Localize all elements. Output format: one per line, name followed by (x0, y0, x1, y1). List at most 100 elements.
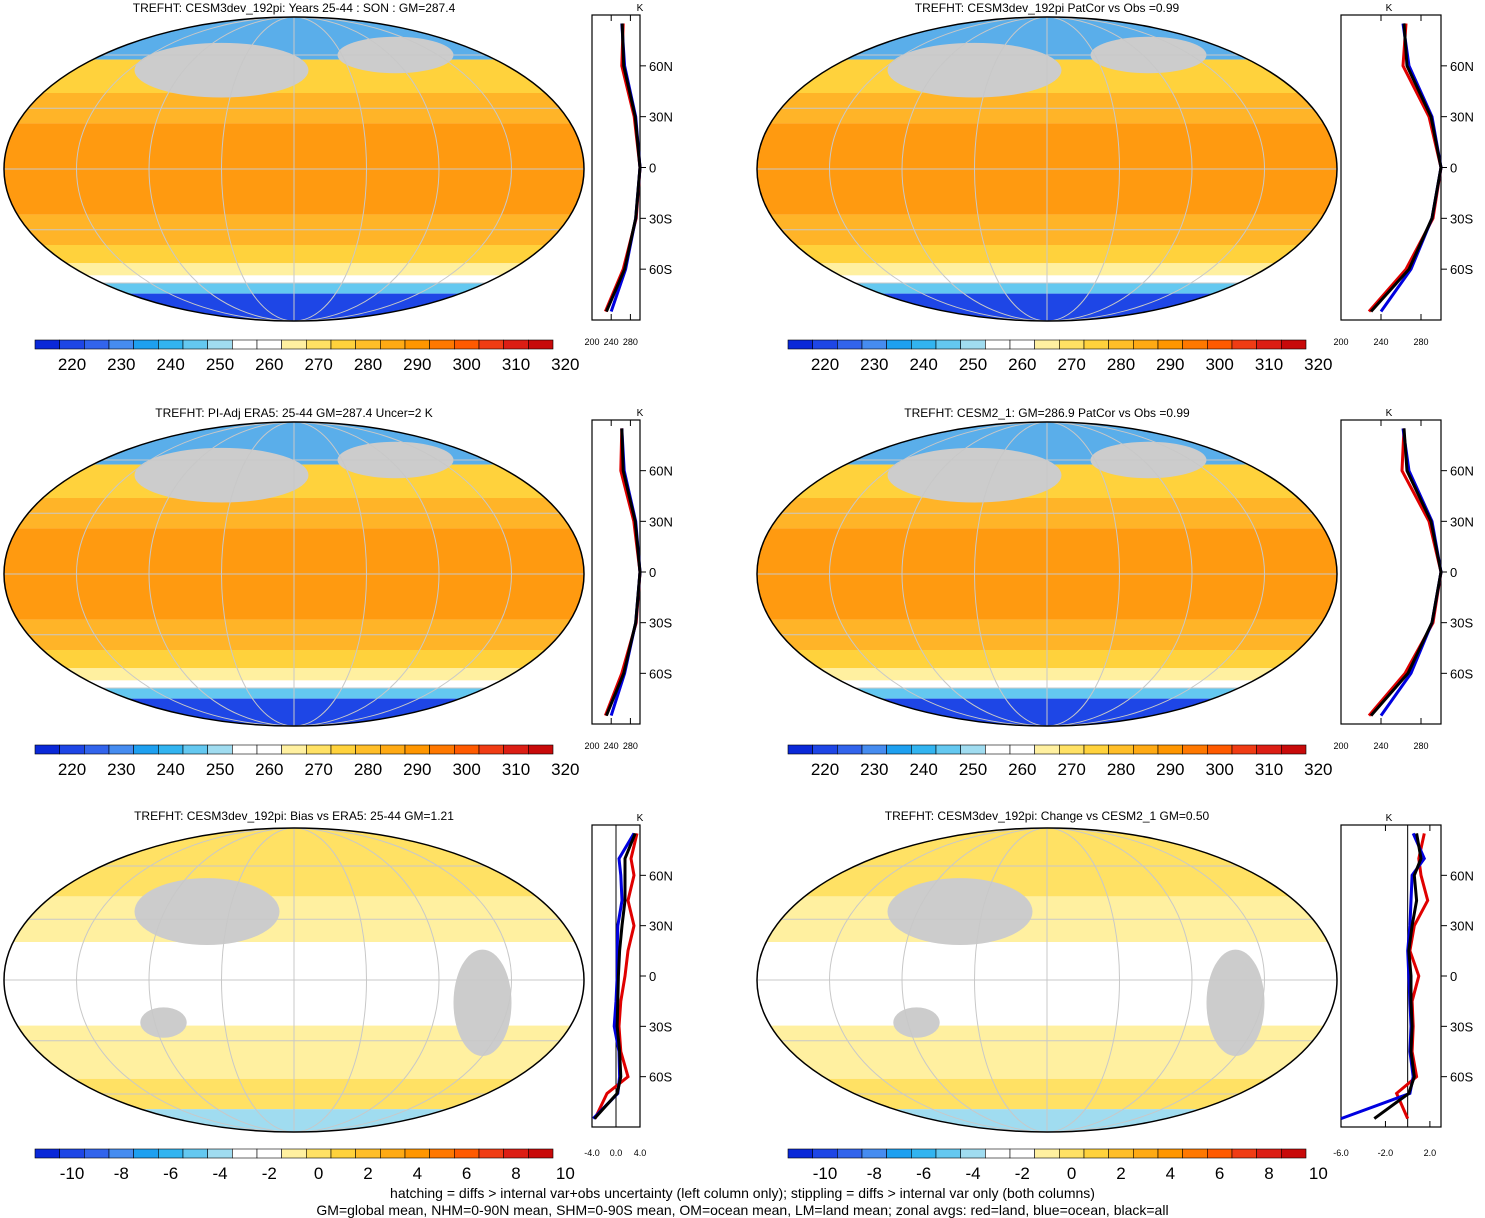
colorbar-label: 270 (304, 355, 332, 374)
x-tick-label: 280 (623, 741, 638, 751)
colorbar-swatch (960, 1148, 986, 1159)
colorbar-swatch (256, 1148, 282, 1159)
lat-tick-label: 30N (1450, 110, 1474, 125)
colorbar-swatch (812, 744, 838, 755)
series-all (1369, 23, 1443, 313)
x-tick-label: 280 (1413, 337, 1428, 347)
land-mass (140, 1007, 187, 1038)
series-ocean (1379, 428, 1443, 717)
colorbar-label: 220 (811, 355, 839, 374)
profile-frame (1340, 824, 1442, 1128)
colorbar-swatch (59, 1148, 85, 1159)
map-border (3, 16, 585, 322)
profile-unit: K (637, 3, 644, 14)
colorbar-label: 4 (413, 1164, 422, 1183)
land-mass (887, 447, 1062, 503)
colorbar-swatch (34, 1148, 60, 1159)
colorbar-label: -2 (262, 1164, 277, 1183)
colorbar-swatch (985, 744, 1011, 755)
colorbar-swatch (330, 1148, 356, 1159)
colorbar-label: 0 (314, 1164, 323, 1183)
colorbar-label: 8 (1264, 1164, 1273, 1183)
colorbar: 220 230 240 250 260 270 280 290 300 310 320 (34, 339, 580, 374)
lat-tick-label: 60N (1450, 464, 1474, 479)
colorbar-swatch (528, 339, 554, 350)
footer-line-1: hatching = diffs > internal var+obs unce… (390, 1185, 1095, 1201)
colorbar-swatch (108, 339, 134, 350)
x-tick-label: 4.0 (634, 1148, 647, 1158)
colorbar-swatch (1083, 339, 1109, 350)
colorbar-swatch (454, 744, 480, 755)
profile-unit: K (637, 408, 644, 419)
map (757, 17, 1337, 321)
colorbar-swatch (1207, 1148, 1233, 1159)
colorbar-swatch (404, 339, 430, 350)
colorbar-swatch (1231, 339, 1257, 350)
colorbar-swatch (59, 339, 85, 350)
profile-unit: K (1386, 408, 1393, 419)
colorbar-swatch (355, 1148, 381, 1159)
profile-frame (1340, 14, 1442, 321)
profile-frame (1340, 419, 1442, 725)
colorbar: 220 230 240 250 260 270 280 290 300 310 320 (787, 339, 1333, 374)
lat-tick-label: 0 (649, 161, 656, 176)
colorbar-swatch (911, 744, 937, 755)
graticule-lon (829, 828, 1265, 1132)
graticule-lon (901, 17, 1193, 321)
colorbar-label: 290 (403, 355, 431, 374)
zonal-profile: K 60N 30N 0 30S 60S -6.0 -2.0 2.0 (1333, 813, 1474, 1158)
colorbar-label: 280 (354, 760, 382, 779)
colorbar-swatch (380, 339, 406, 350)
colorbar-swatch (207, 744, 233, 755)
zonal-profile: K 60N 30N 0 30S 60S 200 240 280 (584, 3, 672, 347)
lat-tick-label: 0 (1450, 565, 1457, 580)
colorbar-swatch (478, 339, 504, 350)
colorbar-swatch (812, 1148, 838, 1159)
x-tick-label: 200 (1333, 337, 1348, 347)
colorbar-swatch (478, 1148, 504, 1159)
colorbar-label: -4 (965, 1164, 980, 1183)
colorbar-swatch (133, 339, 159, 350)
lat-tick-label: 0 (1450, 161, 1457, 176)
panel-title: TREFHT: CESM3dev_192pi: Years 25-44 : SO… (133, 1, 456, 15)
x-tick-label: -6.0 (1333, 1148, 1349, 1158)
lat-tick-label: 60N (1450, 868, 1474, 883)
colorbar-label: -8 (114, 1164, 129, 1183)
x-tick-label: 240 (1373, 741, 1388, 751)
colorbar-swatch (1083, 744, 1109, 755)
graticule-lon (76, 828, 512, 1132)
panel-title: TREFHT: CESM3dev_192pi: Change vs CESM2_… (885, 809, 1210, 823)
colorbar-swatch (528, 1148, 554, 1159)
x-tick-label: 200 (1333, 741, 1348, 751)
colorbar-swatch (1133, 1148, 1159, 1159)
graticule-lon (148, 422, 440, 726)
lat-tick-label: 30S (1450, 616, 1473, 631)
colorbar-label: 320 (551, 760, 579, 779)
x-tick-label: 240 (604, 741, 619, 751)
map (4, 17, 584, 321)
colorbar-swatch (787, 744, 813, 755)
colorbar-label: 260 (255, 760, 283, 779)
colorbar-label: -2 (1015, 1164, 1030, 1183)
colorbar-swatch (787, 1148, 813, 1159)
panel-2: TREFHT: CESM3dev_192pi PatCor vs Obs =0.… (756, 1, 1474, 374)
map (757, 422, 1337, 726)
colorbar-swatch (1157, 1148, 1183, 1159)
graticule-lon (76, 422, 512, 726)
colorbar-label: 270 (1057, 760, 1085, 779)
colorbar-label: -8 (867, 1164, 882, 1183)
land-mass (887, 42, 1062, 98)
series-land (1367, 23, 1443, 313)
colorbar-swatch (1034, 1148, 1060, 1159)
profile-unit: K (637, 813, 644, 824)
colorbar-swatch (1108, 744, 1134, 755)
colorbar: 220 230 240 250 260 270 280 290 300 310 320 (34, 744, 580, 779)
colorbar-label: 230 (107, 355, 135, 374)
series-all (1373, 833, 1423, 1120)
graticule-lon (221, 422, 367, 726)
graticule-lon (901, 422, 1193, 726)
colorbar-swatch (1182, 339, 1208, 350)
colorbar-label: 0 (1067, 1164, 1076, 1183)
colorbar-swatch (306, 339, 332, 350)
colorbar-label: 310 (1255, 760, 1283, 779)
